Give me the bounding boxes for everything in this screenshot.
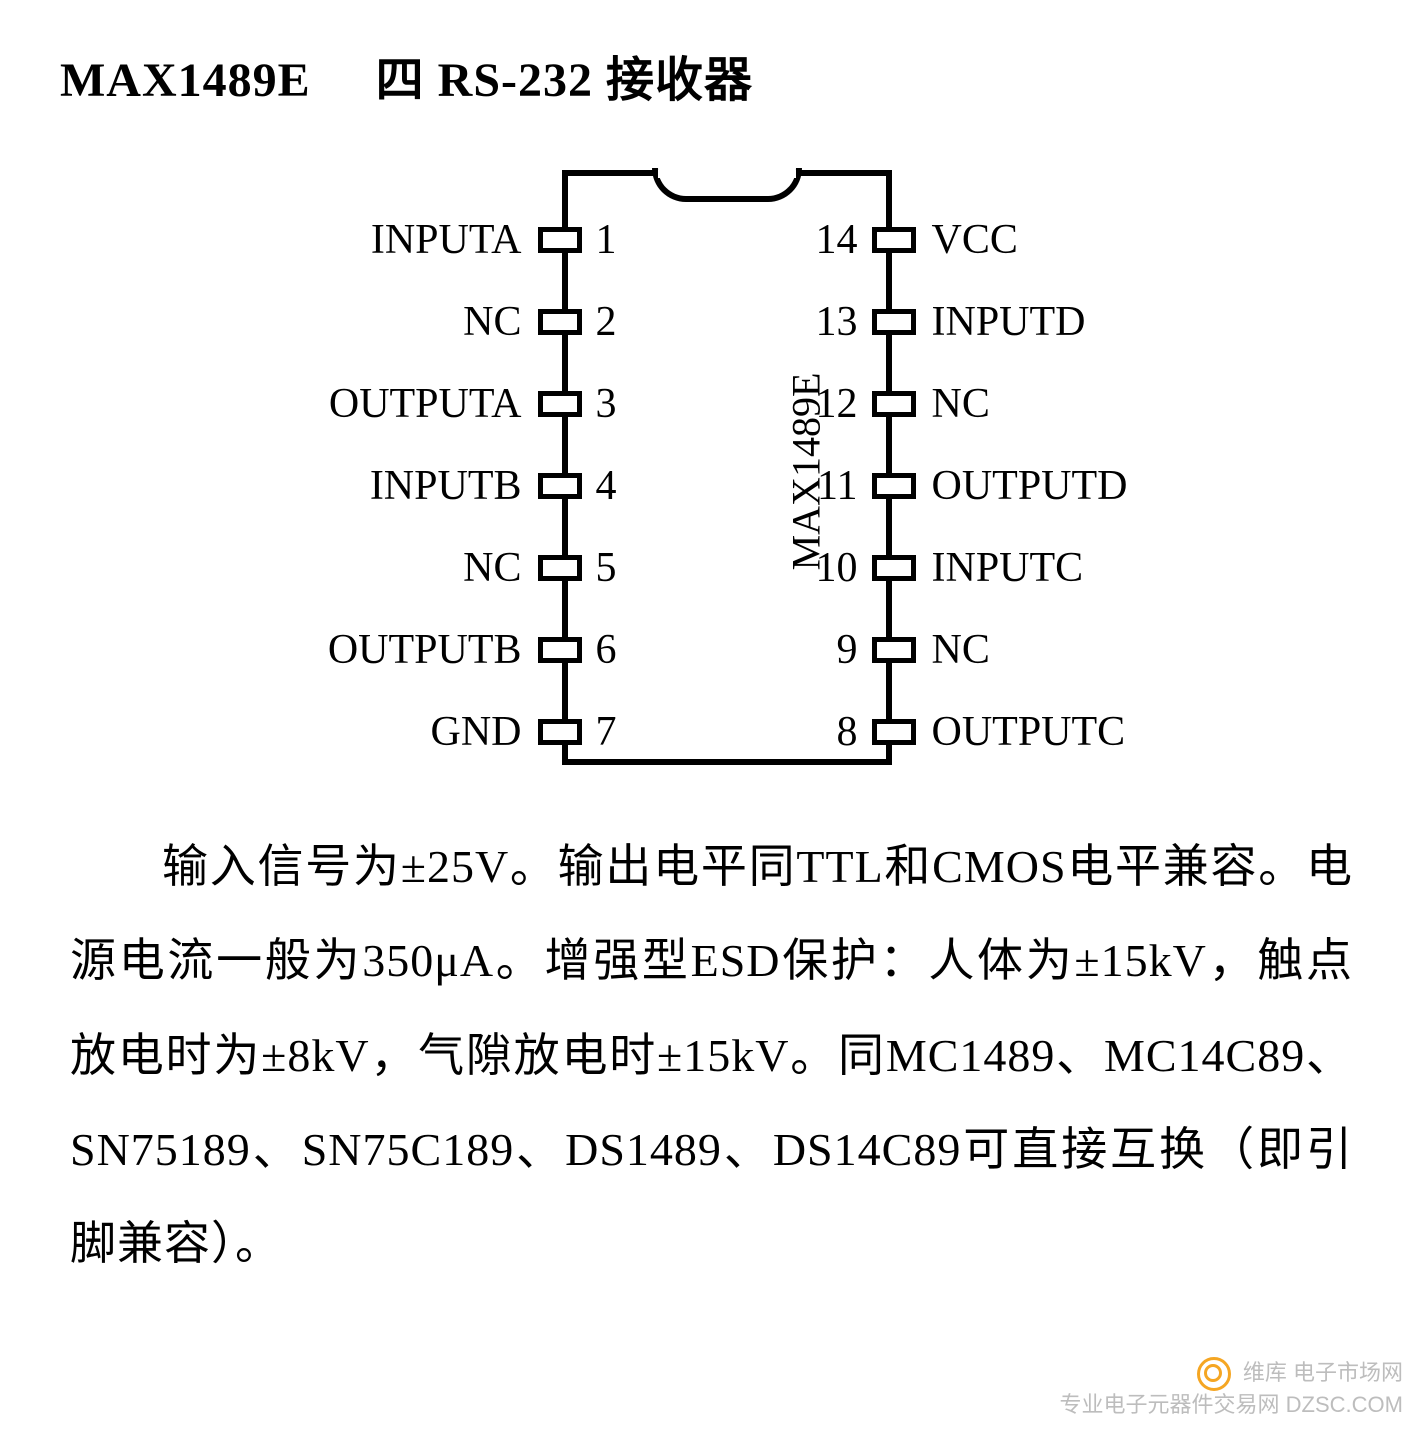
description-text: 输入信号为±25V。输出电平同TTL和CMOS电平兼容。电源电流一般为350μA…: [60, 820, 1363, 1291]
chip-pinout-diagram: MAX1489E1INPUTA2NC3OUTPUTA4INPUTB5NC6OUT…: [62, 140, 1362, 780]
source-watermark: 维库 电子市场网 专业电子元器件交易网 DZSC.COM: [1060, 1357, 1403, 1420]
pin-pad-7: [538, 719, 582, 745]
pin-number-5: 5: [596, 544, 617, 592]
pin-label-11: OUTPUTD: [932, 462, 1128, 510]
pin-pad-13: [872, 309, 916, 335]
pin-number-14: 14: [816, 216, 858, 264]
pin-label-14: VCC: [932, 216, 1018, 264]
pin-pad-2: [538, 309, 582, 335]
page-title: MAX1489E 四 RS-232 接收器: [60, 40, 1363, 110]
pin-label-4: INPUTB: [370, 462, 522, 510]
pin-label-6: OUTPUTB: [328, 626, 522, 674]
watermark-text1: 维库 电子市场网: [1243, 1360, 1403, 1385]
pin-number-11: 11: [817, 462, 857, 510]
pin-label-1: INPUTA: [371, 216, 522, 264]
watermark-logo-icon: [1197, 1357, 1231, 1391]
pin-pad-10: [872, 555, 916, 581]
pin-label-12: NC: [932, 380, 990, 428]
pin-label-9: NC: [932, 626, 990, 674]
pin-label-3: OUTPUTA: [329, 380, 522, 428]
pin-pad-14: [872, 227, 916, 253]
pin-label-13: INPUTD: [932, 298, 1086, 346]
pin-pad-4: [538, 473, 582, 499]
pin-pad-6: [538, 637, 582, 663]
chip-notch-mask: [658, 170, 796, 178]
pin-pad-9: [872, 637, 916, 663]
pin-label-10: INPUTC: [932, 544, 1084, 592]
pin-label-5: NC: [463, 544, 521, 592]
pin-number-8: 8: [837, 708, 858, 756]
pin-label-2: NC: [463, 298, 521, 346]
title-spacer: [324, 54, 363, 107]
pin-label-8: OUTPUTC: [932, 708, 1126, 756]
pin-pad-12: [872, 391, 916, 417]
pin-pad-1: [538, 227, 582, 253]
pin-number-13: 13: [816, 298, 858, 346]
watermark-text2: 专业电子元器件交易网 DZSC.COM: [1060, 1391, 1403, 1420]
pin-label-7: GND: [431, 708, 522, 756]
pin-pad-11: [872, 473, 916, 499]
pin-number-10: 10: [816, 544, 858, 592]
title-cn: 四 RS-232 接收器: [376, 54, 753, 107]
pin-number-7: 7: [596, 708, 617, 756]
pin-number-2: 2: [596, 298, 617, 346]
title-partnum: MAX1489E: [60, 54, 311, 107]
pin-number-12: 12: [816, 380, 858, 428]
watermark-line1: 维库 电子市场网: [1060, 1357, 1403, 1391]
pin-pad-5: [538, 555, 582, 581]
pin-pad-3: [538, 391, 582, 417]
pin-pad-8: [872, 719, 916, 745]
pin-number-6: 6: [596, 626, 617, 674]
pin-number-9: 9: [837, 626, 858, 674]
pin-number-1: 1: [596, 216, 617, 264]
pin-number-3: 3: [596, 380, 617, 428]
pin-number-4: 4: [596, 462, 617, 510]
